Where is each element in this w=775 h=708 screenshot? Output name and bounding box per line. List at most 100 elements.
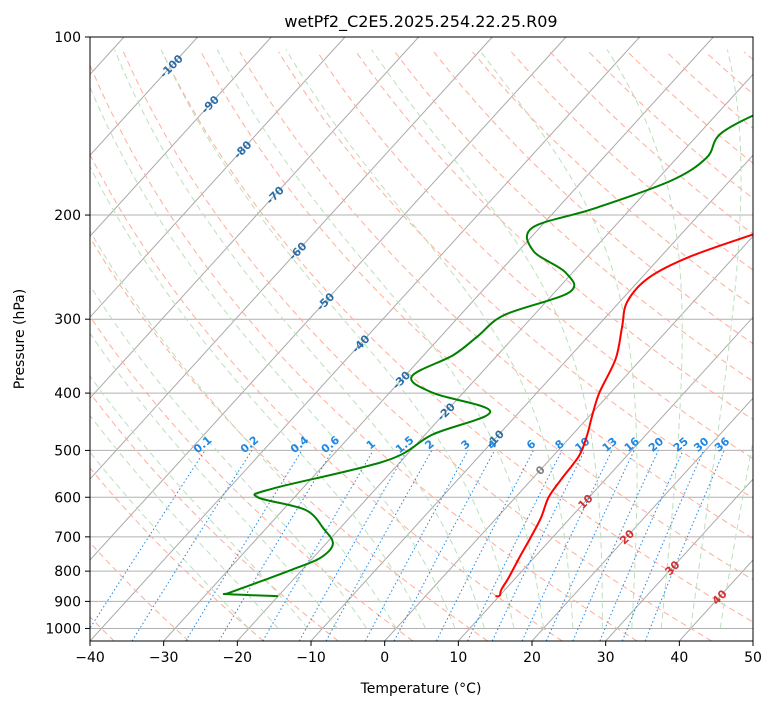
mixing-ratio-line [298,450,408,641]
isotherm-line [605,478,753,641]
mixing-ratio-line [262,450,374,641]
moist-adiabat-line [90,165,426,629]
dry-adiabat-line [90,63,638,641]
mixing-ratio-line [364,450,469,641]
dry-adiabat-line [472,51,753,308]
mixing-ratio-line [599,450,684,641]
dry-adiabat-line [90,392,339,641]
moist-adiabat-line [90,414,279,629]
y-tick-label: 900 [54,594,81,610]
isotherm-line [90,37,567,561]
mixing-ratio-line [393,450,496,641]
moist-adiabat-line [90,229,397,629]
mixing-ratio-line [325,450,433,641]
sounding-profiles [222,114,753,598]
mixing-ratio-line [435,450,534,641]
dry-adiabat-line [743,51,753,61]
dry-adiabat-line [90,153,563,641]
mixing-ratio-line [621,450,705,641]
dry-adiabat-line [549,51,753,235]
line-labels: 0.1 0.2 0.4 0.6 1 1.5 2 3 4 6 8 10 13 16 20 25 30 36-100-… [157,52,732,608]
mixing-ratio-line [90,450,206,630]
isotherm-line [457,316,753,641]
moist-adiabat-line [216,49,544,629]
mixing-ratio-line [521,450,613,641]
mixing-ratio-label: 0.1 [191,434,214,456]
isotherm-line [90,37,420,399]
dry-adiabat-line [394,51,753,382]
mixing-ratio-line [545,450,635,641]
dry-adiabat-line [239,51,753,540]
temperature-profile-line [495,233,753,598]
isotherm-line [752,640,753,641]
x-tick-label: 30 [597,650,615,666]
dry-adiabat-line [511,51,753,271]
dewpoint-profile-line [222,114,753,598]
x-tick-label: −40 [75,650,105,666]
isotherm-line [90,37,346,318]
background-lines [90,37,753,641]
axis-ticks: −40 −30 −20 −10 0 10 20 30 40 5010020030040050060… [45,30,762,666]
dry-adiabat-line [161,51,753,623]
chart-title: wetPf2_C2E5.2025.254.22.25.R09 [284,12,557,32]
x-tick-label: −20 [223,650,253,666]
moist-adiabat-line [90,85,456,629]
moist-adiabat-line [90,451,250,629]
mixing-ratio-line [644,450,725,641]
mixing-ratio-line [467,450,563,641]
dry-adiabat-line [200,51,753,581]
x-tick-label: 40 [670,650,688,666]
moist-adiabat-line [160,49,515,629]
mixing-ratio-label: 0.4 [288,433,312,456]
isotherm-line [236,73,753,641]
mixing-ratio-label: 20 [646,435,666,455]
isotherm-line [531,397,753,641]
dry-adiabat-line [90,236,488,641]
dry-adiabat-line [90,467,264,641]
x-tick-label: 0 [380,650,389,666]
moist-adiabat-line [606,49,683,629]
mixing-ratio-label: 25 [671,435,691,455]
y-tick-label: 300 [54,312,81,328]
y-tick-label: 1000 [45,621,81,637]
moist-adiabat-line [719,439,753,629]
y-tick-label: 100 [54,30,81,46]
plot-frame [89,36,754,642]
x-tick-label: 50 [744,650,762,666]
y-tick-label: 500 [54,443,81,459]
moist-adiabat-line [371,49,603,629]
x-tick-label: 10 [449,650,467,666]
mixing-ratio-label: 0.6 [319,433,343,456]
mixing-ratio-label: 30 [691,435,711,455]
mixing-ratio-label: 10 [572,435,592,455]
mixing-ratio-line [491,450,586,641]
moist-adiabat-line [690,49,742,629]
moist-adiabat-line [478,49,638,629]
dry-adiabat-line [433,51,753,345]
x-axis-label: Temperature (°C) [360,681,482,697]
x-tick-label: 20 [523,650,541,666]
mixing-ratio-line [572,450,659,641]
y-axis-label: Pressure (hPa) [12,289,28,389]
isotherm-line [163,37,714,641]
dry-adiabat-line [90,541,190,641]
mixing-ratio-label: 6 [524,437,538,452]
isotherm-line [90,37,199,157]
mixing-ratio-label: 16 [622,435,642,455]
isotherm-line [90,37,641,641]
isotherm-line [384,235,753,641]
y-tick-label: 200 [54,208,81,224]
moist-adiabat-line [90,284,368,629]
y-tick-label: 400 [54,386,81,402]
y-tick-label: 700 [54,530,81,546]
dry-adiabat-line [122,51,712,641]
x-tick-label: −30 [149,650,179,666]
mixing-ratio-label: 1 [364,437,378,452]
moist-adiabat-line [285,49,574,629]
moist-adiabat-line [114,49,485,629]
moist-adiabat-line [90,375,309,629]
y-tick-label: 800 [54,564,81,580]
dry-adiabat-line [666,51,753,129]
isotherm-line [90,37,272,237]
